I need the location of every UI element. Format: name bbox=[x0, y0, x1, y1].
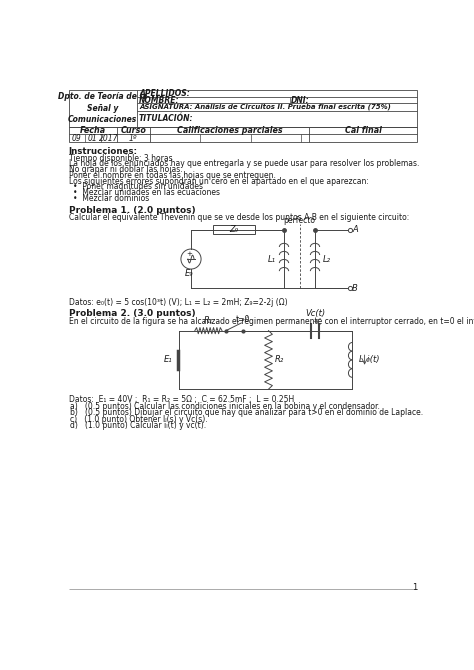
Text: B: B bbox=[352, 284, 358, 293]
Text: d)   (1.0 punto) Calcular iₗ(t) y vc(t).: d) (1.0 punto) Calcular iₗ(t) y vc(t). bbox=[70, 421, 206, 429]
Text: Fecha: Fecha bbox=[80, 126, 106, 135]
Text: Problema 2. (3.0 puntos): Problema 2. (3.0 puntos) bbox=[69, 309, 195, 318]
Text: •  Mezclar unidades en las ecuaciones: • Mezclar unidades en las ecuaciones bbox=[73, 188, 220, 197]
Text: No grapar ni doblar las hojas.: No grapar ni doblar las hojas. bbox=[69, 165, 182, 174]
Text: perfecto: perfecto bbox=[283, 216, 316, 225]
Text: Datos: e₀(t) = 5 cos(10³t) (V); L₁ = L₂ = 2mH; Z₉=2-2j (Ω): Datos: e₀(t) = 5 cos(10³t) (V); L₁ = L₂ … bbox=[69, 297, 287, 307]
Text: •  Poner magnitudes sin unidades: • Poner magnitudes sin unidades bbox=[73, 182, 203, 192]
Text: 01: 01 bbox=[88, 133, 98, 143]
Text: L₂: L₂ bbox=[323, 255, 331, 263]
Text: Los siguientes errores supondrán un cero en el apartado en el que aparezcan:: Los siguientes errores supondrán un cero… bbox=[69, 177, 368, 186]
Text: Tiempo disponible: 3 horas: Tiempo disponible: 3 horas bbox=[69, 153, 172, 163]
Text: Datos:  E₁ = 40V ;  R₁ = R₂ = 5Ω ;  C = 62.5mF ;  L = 0.25H: Datos: E₁ = 40V ; R₁ = R₂ = 5Ω ; C = 62.… bbox=[69, 395, 294, 404]
Text: Calcular el equivalente Thevenin que se ve desde los puntos A-B en el siguiente : Calcular el equivalente Thevenin que se … bbox=[69, 213, 409, 222]
Bar bbox=[69, 90, 417, 127]
Text: b)   (0.5 puntos) Dibujar el circuito que hay que analizar para t>0 en el domini: b) (0.5 puntos) Dibujar el circuito que … bbox=[70, 409, 423, 417]
Text: A: A bbox=[352, 225, 358, 234]
Text: +: + bbox=[186, 251, 192, 257]
Text: R₂: R₂ bbox=[275, 355, 284, 364]
Text: 1º: 1º bbox=[129, 133, 137, 143]
Text: Vᴄ(t): Vᴄ(t) bbox=[305, 310, 325, 318]
Text: TITULACIÓN:: TITULACIÓN: bbox=[139, 115, 193, 123]
Text: L₁: L₁ bbox=[268, 255, 276, 263]
Text: ASIGNATURA: Análisis de Circuitos II. Prueba final escrita (75%): ASIGNATURA: Análisis de Circuitos II. Pr… bbox=[139, 104, 391, 111]
Text: •  Mezclar dominios: • Mezclar dominios bbox=[73, 194, 149, 203]
Text: 1: 1 bbox=[412, 583, 417, 592]
Text: Dpto. de Teoría de la
Señal y
Comunicaciones: Dpto. de Teoría de la Señal y Comunicaci… bbox=[58, 92, 147, 125]
Text: DNI:: DNI: bbox=[291, 96, 310, 105]
Text: Z₉: Z₉ bbox=[229, 225, 238, 234]
Text: 09: 09 bbox=[72, 133, 82, 143]
Bar bbox=[213, 225, 255, 234]
Text: Instrucciones:: Instrucciones: bbox=[69, 147, 137, 156]
Text: Poner el nombre en todas las hojas que se entreguen.: Poner el nombre en todas las hojas que s… bbox=[69, 171, 275, 180]
Text: a)   (0.5 puntos) Calcular las condiciones iniciales en la bobina y el condensad: a) (0.5 puntos) Calcular las condiciones… bbox=[70, 402, 380, 411]
Text: APELLIDOS:: APELLIDOS: bbox=[139, 88, 190, 98]
Text: E₉: E₉ bbox=[185, 269, 194, 278]
Text: 2017: 2017 bbox=[99, 133, 118, 143]
Text: L: L bbox=[358, 355, 363, 364]
Text: t=0: t=0 bbox=[236, 315, 250, 324]
Text: E₁: E₁ bbox=[164, 355, 173, 364]
Bar bbox=[69, 127, 417, 142]
Text: NOMBRE:: NOMBRE: bbox=[139, 96, 180, 105]
Text: Cal final: Cal final bbox=[345, 126, 382, 135]
Text: Curso: Curso bbox=[120, 126, 146, 135]
Text: iₗ(t): iₗ(t) bbox=[367, 355, 381, 364]
Text: En el circuito de la figura se ha alcanzado el régimen permanente con el interru: En el circuito de la figura se ha alcanz… bbox=[69, 316, 474, 326]
Text: R₁: R₁ bbox=[204, 316, 213, 325]
Text: Problema 1. (2.0 puntos): Problema 1. (2.0 puntos) bbox=[69, 206, 195, 215]
Text: Calificaciones parciales: Calificaciones parciales bbox=[176, 126, 282, 135]
Text: La hoja de los enunciados hay que entregarla y se puede usar para resolver los p: La hoja de los enunciados hay que entreg… bbox=[69, 159, 419, 168]
Text: c)   (1.0 punto) Obtener Iₗ(s) y Vc(s).: c) (1.0 punto) Obtener Iₗ(s) y Vc(s). bbox=[70, 415, 208, 423]
